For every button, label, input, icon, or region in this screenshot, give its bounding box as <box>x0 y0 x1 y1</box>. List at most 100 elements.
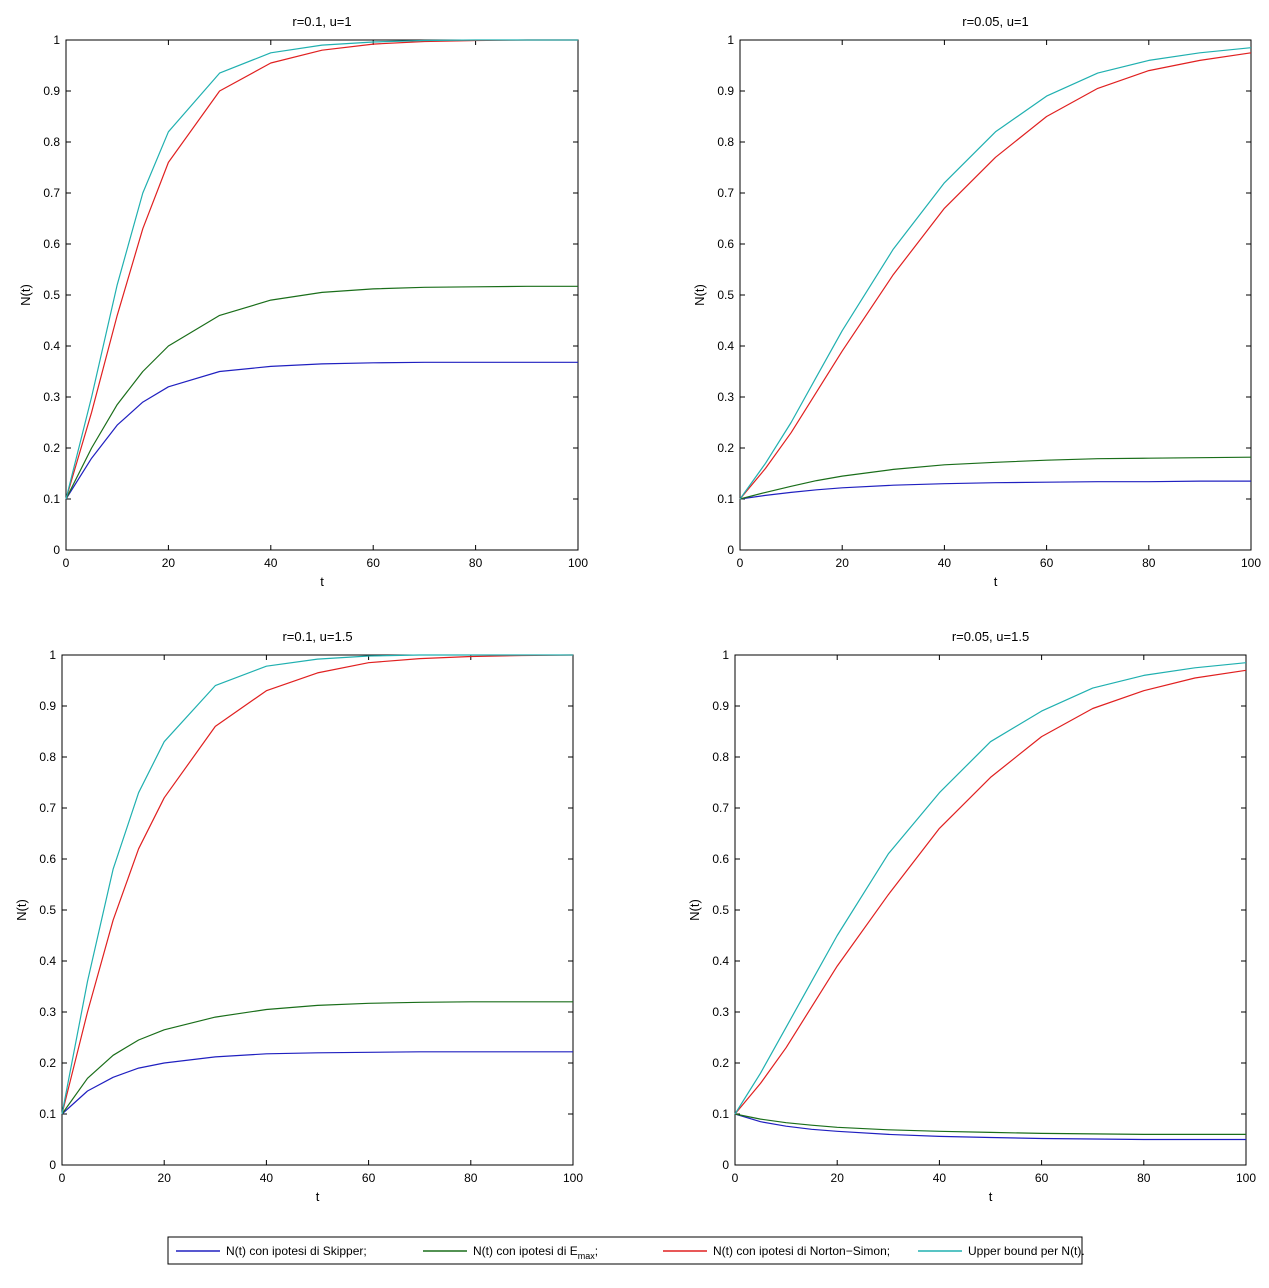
y-tick-label: 0.1 <box>43 492 60 506</box>
plot-area <box>65 39 579 551</box>
legend-label-subscript: max <box>578 1251 596 1261</box>
y-tick-label: 0.3 <box>39 1005 56 1019</box>
y-tick-label: 0.8 <box>39 750 56 764</box>
legend-label-main: N(t) con ipotesi di Skipper; <box>226 1244 367 1258</box>
legend-entry-4: Upper bound per N(t). <box>918 1244 1085 1258</box>
y-tick-label: 0.7 <box>712 801 729 815</box>
x-tick-label: 100 <box>563 1171 583 1185</box>
x-tick-label: 0 <box>63 556 70 570</box>
y-tick-label: 0.2 <box>39 1056 56 1070</box>
y-tick-label: 0 <box>727 543 734 557</box>
y-tick-label: 0.9 <box>712 699 729 713</box>
y-tick-label: 0 <box>49 1158 56 1172</box>
x-tick-label: 0 <box>59 1171 66 1185</box>
y-tick-label: 0.7 <box>39 801 56 815</box>
series-line-3 <box>739 52 1252 500</box>
y-tick-label: 0.3 <box>717 390 734 404</box>
series-line-4 <box>61 654 573 1115</box>
y-tick-label: 0.3 <box>43 390 60 404</box>
x-tick-label: 20 <box>836 556 850 570</box>
chart-panel-1: 0 20 40 60 80 100 0 0.1 0.2 0.3 0.4 0.5 0.6 0.7 0.8 0.9… <box>18 14 588 589</box>
y-tick-label: 0.9 <box>43 84 60 98</box>
y-tick-label: 0.2 <box>43 441 60 455</box>
y-tick-label: 0.4 <box>39 954 56 968</box>
series-line-1 <box>739 480 1251 500</box>
x-axis-label: t <box>989 1189 993 1204</box>
series-line-4 <box>65 39 578 500</box>
y-tick-label: 0.6 <box>39 852 56 866</box>
x-tick-label: 40 <box>264 556 278 570</box>
x-tick-label: 100 <box>1241 556 1261 570</box>
x-tick-label: 80 <box>464 1171 478 1185</box>
chart-title: r=0.1, u=1 <box>292 14 351 29</box>
y-tick-label: 0.6 <box>717 237 734 251</box>
x-tick-label: 80 <box>1142 556 1156 570</box>
x-tick-label: 60 <box>1035 1171 1049 1185</box>
series-line-1 <box>734 1113 1246 1141</box>
x-tick-label: 60 <box>367 556 381 570</box>
x-tick-label: 100 <box>1236 1171 1256 1185</box>
series-line-1 <box>61 1051 573 1115</box>
series-line-2 <box>739 456 1252 500</box>
chart-title: r=0.05, u=1.5 <box>952 629 1029 644</box>
legend-label-suffix: ; <box>595 1244 598 1258</box>
y-tick-label: 0.7 <box>43 186 60 200</box>
x-tick-label: 20 <box>831 1171 845 1185</box>
legend-label: N(t) con ipotesi di Skipper; <box>226 1244 367 1258</box>
y-tick-label: 0 <box>722 1158 729 1172</box>
series-line-3 <box>61 654 574 1115</box>
series-line-2 <box>61 1001 573 1115</box>
x-tick-label: 40 <box>933 1171 947 1185</box>
y-tick-label: 1 <box>722 648 729 662</box>
series-line-4 <box>734 662 1247 1115</box>
series-line-4 <box>739 47 1252 500</box>
y-tick-label: 0.3 <box>712 1005 729 1019</box>
y-tick-label: 0.4 <box>43 339 60 353</box>
y-axis-label: N(t) <box>14 899 29 921</box>
legend-label-main: Upper bound per N(t). <box>968 1244 1085 1258</box>
y-axis-label: N(t) <box>687 899 702 921</box>
plot-area <box>734 654 1247 1166</box>
y-tick-label: 0.4 <box>717 339 734 353</box>
y-tick-label: 0.1 <box>39 1107 56 1121</box>
series-line-2 <box>65 285 578 500</box>
x-axis-label: t <box>994 574 998 589</box>
y-tick-label: 1 <box>727 33 734 47</box>
legend-label: Upper bound per N(t). <box>968 1244 1085 1258</box>
y-tick-label: 0.5 <box>717 288 734 302</box>
x-tick-label: 20 <box>162 556 176 570</box>
x-tick-label: 80 <box>469 556 483 570</box>
y-tick-label: 0.8 <box>712 750 729 764</box>
x-tick-label: 60 <box>1040 556 1054 570</box>
y-tick-label: 0.9 <box>717 84 734 98</box>
x-tick-label: 0 <box>732 1171 739 1185</box>
legend: N(t) con ipotesi di Skipper; N(t) con ipo… <box>167 1236 1085 1265</box>
x-tick-label: 80 <box>1137 1171 1151 1185</box>
y-axis-label: N(t) <box>692 284 707 306</box>
chart-title: r=0.05, u=1 <box>962 14 1029 29</box>
y-tick-label: 0.5 <box>43 288 60 302</box>
chart-title: r=0.1, u=1.5 <box>282 629 352 644</box>
legend-entry-1: N(t) con ipotesi di Skipper; <box>176 1244 367 1258</box>
x-tick-label: 40 <box>938 556 952 570</box>
legend-label-main: N(t) con ipotesi di Norton−Simon; <box>713 1244 890 1258</box>
y-tick-label: 1 <box>49 648 56 662</box>
chart-panel-4: 0 20 40 60 80 100 0 0.1 0.2 0.3 0.4 0.5 0.6 0.7 0.8 0.9… <box>687 629 1256 1204</box>
series-line-1 <box>65 361 578 500</box>
x-tick-label: 0 <box>737 556 744 570</box>
y-axis-label: N(t) <box>18 284 33 306</box>
y-tick-label: 0.2 <box>717 441 734 455</box>
chart-panel-2: 0 20 40 60 80 100 0 0.1 0.2 0.3 0.4 0.5 0.6 0.7 0.8 0.9… <box>692 14 1261 589</box>
series-line-2 <box>734 1113 1246 1135</box>
plot-area <box>739 39 1252 551</box>
x-tick-label: 40 <box>260 1171 274 1185</box>
y-tick-label: 0.9 <box>39 699 56 713</box>
legend-label: N(t) con ipotesi di Norton−Simon; <box>713 1244 890 1258</box>
legend-label-main: N(t) con ipotesi di E <box>473 1244 578 1258</box>
y-tick-label: 0.4 <box>712 954 729 968</box>
plot-area <box>61 654 574 1166</box>
x-tick-label: 20 <box>158 1171 172 1185</box>
y-tick-label: 0.1 <box>717 492 734 506</box>
y-tick-label: 0.6 <box>712 852 729 866</box>
chart-panel-3: 0 20 40 60 80 100 0 0.1 0.2 0.3 0.4 0.5 0.6 0.7 0.8 0.9… <box>14 629 583 1204</box>
